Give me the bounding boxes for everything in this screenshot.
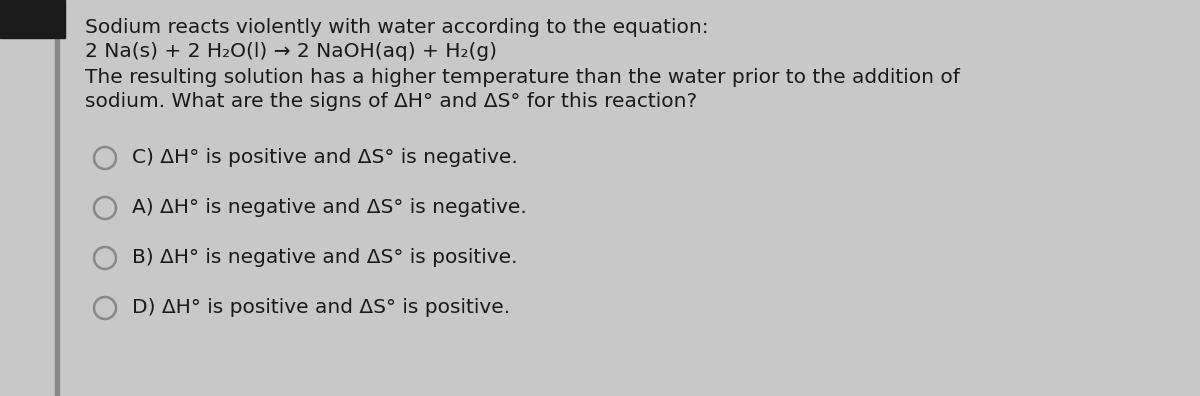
Text: Sodium reacts violently with water according to the equation:: Sodium reacts violently with water accor… bbox=[85, 18, 709, 37]
Text: D) ΔH° is positive and ΔS° is positive.: D) ΔH° is positive and ΔS° is positive. bbox=[132, 298, 510, 317]
Bar bbox=[55, 0, 59, 396]
Bar bbox=[0, 0, 65, 38]
Text: 2 Na(s) + 2 H₂O(l) → 2 NaOH(aq) + H₂(g): 2 Na(s) + 2 H₂O(l) → 2 NaOH(aq) + H₂(g) bbox=[85, 42, 497, 61]
Text: B) ΔH° is negative and ΔS° is positive.: B) ΔH° is negative and ΔS° is positive. bbox=[132, 248, 517, 267]
Text: The resulting solution has a higher temperature than the water prior to the addi: The resulting solution has a higher temp… bbox=[85, 68, 960, 87]
Text: sodium. What are the signs of ΔH° and ΔS° for this reaction?: sodium. What are the signs of ΔH° and ΔS… bbox=[85, 92, 697, 111]
Text: C) ΔH° is positive and ΔS° is negative.: C) ΔH° is positive and ΔS° is negative. bbox=[132, 148, 517, 167]
Text: A) ΔH° is negative and ΔS° is negative.: A) ΔH° is negative and ΔS° is negative. bbox=[132, 198, 527, 217]
